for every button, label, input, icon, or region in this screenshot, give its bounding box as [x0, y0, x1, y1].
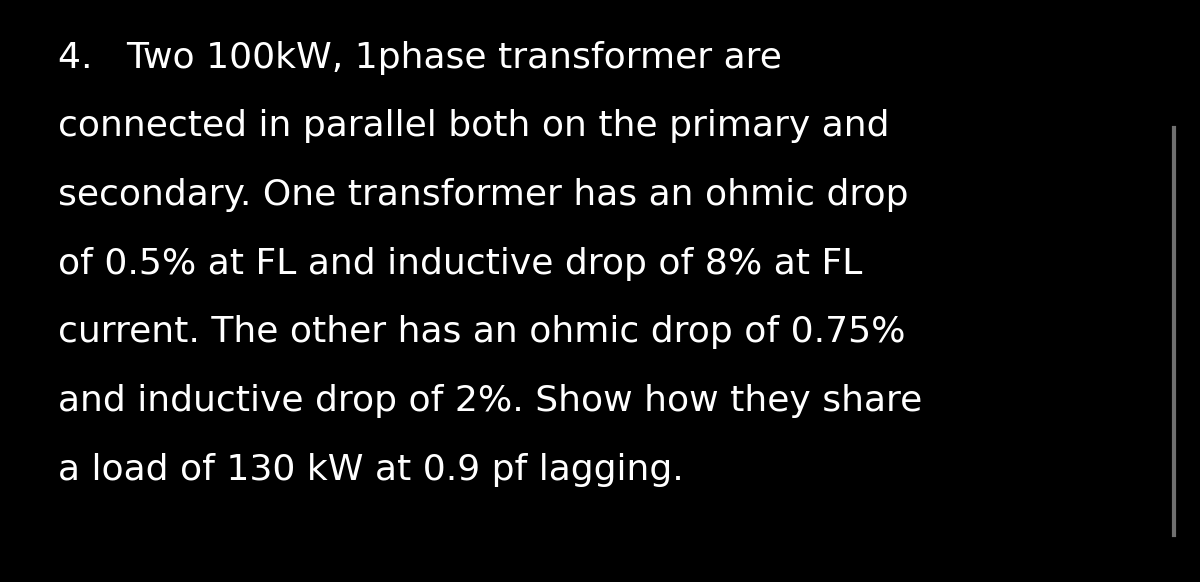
Text: connected in parallel both on the primary and: connected in parallel both on the primar… — [58, 109, 889, 143]
Text: secondary. One transformer has an ohmic drop: secondary. One transformer has an ohmic … — [58, 178, 908, 212]
Text: a load of 130 kW at 0.9 pf lagging.: a load of 130 kW at 0.9 pf lagging. — [58, 453, 683, 487]
Text: of 0.5% at FL and inductive drop of 8% at FL: of 0.5% at FL and inductive drop of 8% a… — [58, 247, 862, 281]
Text: 4.   Two 100kW, 1phase transformer are: 4. Two 100kW, 1phase transformer are — [58, 41, 781, 74]
Text: and inductive drop of 2%. Show how they share: and inductive drop of 2%. Show how they … — [58, 384, 922, 418]
Text: current. The other has an ohmic drop of 0.75%: current. The other has an ohmic drop of … — [58, 315, 905, 349]
